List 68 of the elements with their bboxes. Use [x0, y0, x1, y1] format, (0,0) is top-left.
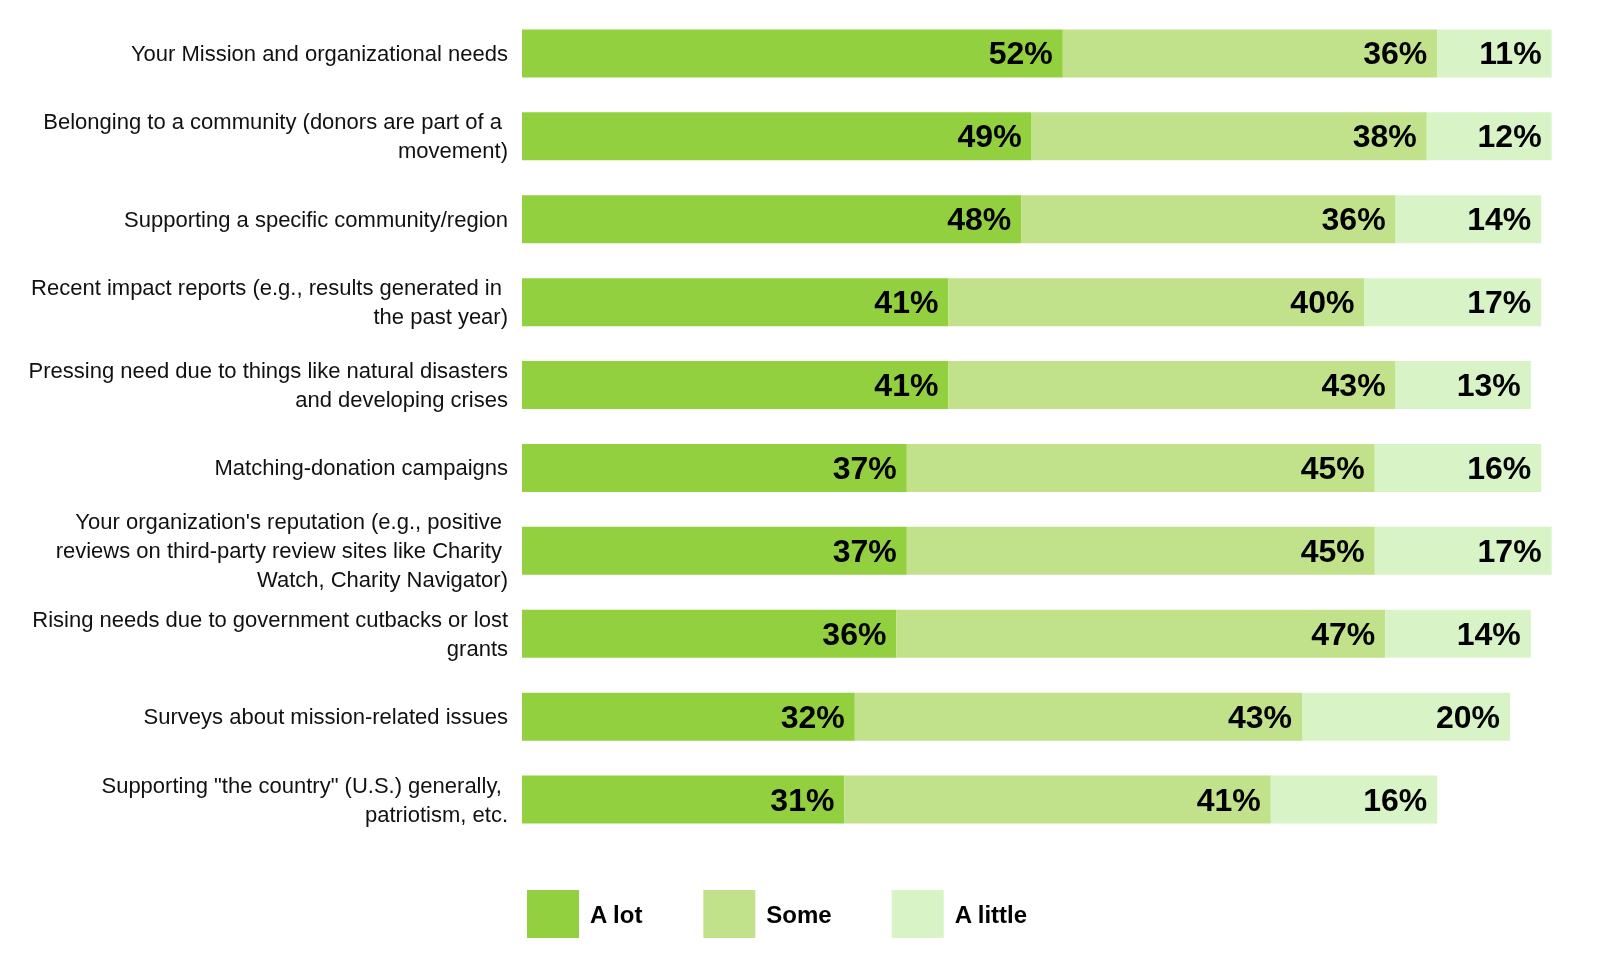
- data-label: 16%: [1467, 449, 1532, 486]
- bar: [906, 526, 1375, 575]
- bar: [522, 278, 949, 327]
- data-label: 16%: [1363, 781, 1428, 818]
- data-label: 37%: [832, 449, 897, 486]
- data-label: 45%: [1300, 532, 1365, 569]
- data-label: 41%: [874, 284, 939, 321]
- data-label: 12%: [1477, 118, 1542, 155]
- data-label: 36%: [1363, 35, 1428, 72]
- bar: [906, 443, 1375, 492]
- legend-label: A lot: [590, 900, 643, 928]
- bar: [522, 526, 907, 575]
- data-label: 14%: [1456, 615, 1521, 652]
- y-tick-label: Your Mission and organizational needs: [130, 40, 508, 66]
- bar: [1302, 692, 1510, 741]
- bar: [1021, 195, 1396, 244]
- data-label: 41%: [1196, 781, 1261, 818]
- y-tick-label: Your organization's reputation (e.g., positive reviews on third-party review sites like Charity Watch, Charity Navigator): [55, 509, 508, 593]
- data-label: 41%: [874, 367, 939, 404]
- data-label: 40%: [1290, 284, 1355, 321]
- bar: [1031, 112, 1427, 161]
- data-label: 47%: [1311, 615, 1376, 652]
- data-label: 17%: [1467, 284, 1532, 321]
- data-label: 43%: [1321, 367, 1386, 404]
- y-tick-label: Belonging to a community (donors are part of a movement): [43, 109, 508, 164]
- data-label: 43%: [1227, 698, 1292, 735]
- legend-label: Some: [766, 900, 832, 928]
- bar: [522, 29, 1063, 78]
- y-tick-label: Matching-donation campaigns: [214, 455, 508, 481]
- bar: [948, 278, 1365, 327]
- bar: [522, 692, 855, 741]
- bar: [1364, 278, 1542, 327]
- y-tick-label: Recent impact reports (e.g., results generated in the past year): [31, 275, 508, 330]
- data-label: 36%: [822, 615, 887, 652]
- data-label: 36%: [1321, 201, 1386, 238]
- bar: [854, 692, 1302, 741]
- bar: [1062, 29, 1438, 78]
- data-label: 31%: [770, 781, 835, 818]
- data-label: 17%: [1477, 532, 1542, 569]
- bar: [896, 609, 1386, 658]
- y-tick-label: Pressing need due to things like natural disasters and developing crises: [28, 358, 508, 413]
- data-label: 52%: [988, 35, 1053, 72]
- data-label: 48%: [947, 201, 1012, 238]
- bar: [1374, 443, 1542, 492]
- data-label: 14%: [1467, 201, 1532, 238]
- data-label: 11%: [1479, 35, 1542, 72]
- bar: [844, 775, 1271, 824]
- y-tick-label: Supporting a specific community/region: [124, 206, 508, 232]
- data-label: 20%: [1435, 698, 1500, 735]
- bar: [1374, 526, 1552, 575]
- bar: [522, 361, 949, 410]
- bar: [522, 775, 845, 824]
- bar: [522, 609, 897, 658]
- data-label: 45%: [1300, 449, 1365, 486]
- legend-label: A little: [954, 900, 1028, 928]
- bar: [522, 112, 1032, 161]
- bar: [522, 195, 1022, 244]
- y-tick-label: Surveys about mission-related issues: [143, 704, 508, 730]
- data-label: 13%: [1456, 367, 1521, 404]
- bar: [1270, 775, 1438, 824]
- bar: [948, 361, 1396, 410]
- data-label: 37%: [832, 532, 897, 569]
- y-tick-label: Supporting "the country" (U.S.) generally, patriotism, etc.: [101, 772, 508, 827]
- bar: [522, 443, 907, 492]
- data-label: 38%: [1352, 118, 1417, 155]
- data-label: 49%: [957, 118, 1022, 155]
- y-tick-label: Rising needs due to government cutbacks or lost grants: [32, 606, 508, 661]
- data-label: 32%: [780, 698, 845, 735]
